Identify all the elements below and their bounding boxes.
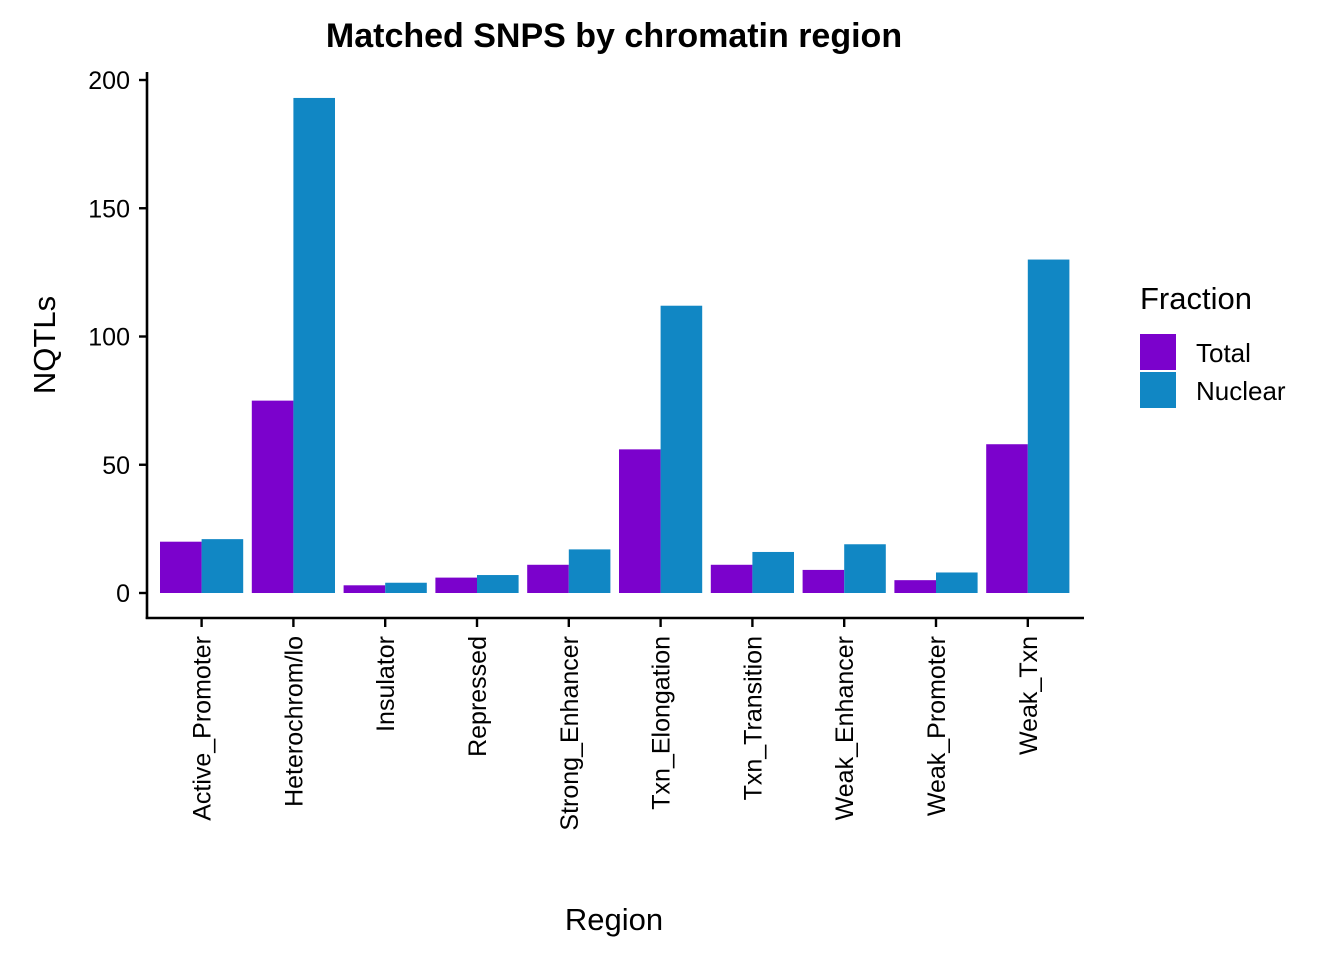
bar-total-heterochrom-lo <box>251 400 294 594</box>
x-tick-label-heterochrom-lo: Heterochrom/lo <box>280 636 308 807</box>
y-tick-label: 0 <box>116 580 130 608</box>
bar-nuclear-heterochrom-lo <box>293 97 335 593</box>
legend-label-total: Total <box>1196 338 1251 368</box>
x-tick-label-active-promoter: Active_Promoter <box>189 636 217 821</box>
bar-nuclear-repressed <box>477 575 519 593</box>
y-tick-label: 100 <box>88 324 130 352</box>
bar-total-txn-transition <box>710 564 753 593</box>
x-axis-ticks: Active_Promoter Heterochrom/lo Insulator Re… <box>189 618 1043 831</box>
x-tick-label-weak-enhancer: Weak_Enhancer <box>831 636 859 820</box>
x-tick-label-strong-enhancer: Strong_Enhancer <box>556 636 584 831</box>
bar-total-insulator <box>343 585 386 593</box>
bar-nuclear-weak-enhancer <box>844 544 886 593</box>
x-tick-label-repressed: Repressed <box>464 636 492 757</box>
bar-total-weak-promoter <box>894 580 936 593</box>
y-axis-ticks: 0 50 100 150 200 <box>88 67 147 608</box>
chart-title: Matched SNPS by chromatin region <box>326 17 902 55</box>
legend: Fraction Total Nuclear <box>1140 281 1286 408</box>
x-axis-title: Region <box>565 902 663 937</box>
legend-swatch-nuclear <box>1140 372 1176 408</box>
y-tick-label: 150 <box>88 195 130 223</box>
y-tick-label: 200 <box>88 67 130 95</box>
bar-nuclear-active-promoter <box>201 539 244 593</box>
x-tick-label-weak-promoter: Weak_Promoter <box>923 636 951 816</box>
x-tick-label-insulator: Insulator <box>372 636 400 732</box>
bar-total-weak-enhancer <box>802 569 845 593</box>
x-tick-label-weak-txn: Weak_Txn <box>1015 636 1043 755</box>
bar-nuclear-strong-enhancer <box>568 549 611 593</box>
bar-nuclear-weak-txn <box>1027 259 1070 593</box>
bar-nuclear-txn-transition <box>752 551 794 593</box>
x-tick-label-txn-elongation: Txn_Elongation <box>648 636 676 810</box>
legend-title: Fraction <box>1140 281 1252 316</box>
legend-swatch-total <box>1140 334 1176 370</box>
bars-group <box>160 97 1070 594</box>
bar-total-weak-txn <box>986 444 1028 593</box>
legend-label-nuclear: Nuclear <box>1196 376 1286 406</box>
bar-nuclear-weak-promoter <box>936 572 978 593</box>
y-tick-label: 50 <box>102 452 130 480</box>
bar-total-repressed <box>435 577 477 593</box>
bar-total-strong-enhancer <box>527 564 569 593</box>
bar-nuclear-insulator <box>385 582 427 593</box>
bar-nuclear-txn-elongation <box>660 305 703 593</box>
x-tick-label-txn-transition: Txn_Transition <box>739 636 767 800</box>
y-axis-title: NQTLs <box>27 296 62 394</box>
bar-total-txn-elongation <box>619 449 661 593</box>
bar-total-active-promoter <box>160 541 202 593</box>
